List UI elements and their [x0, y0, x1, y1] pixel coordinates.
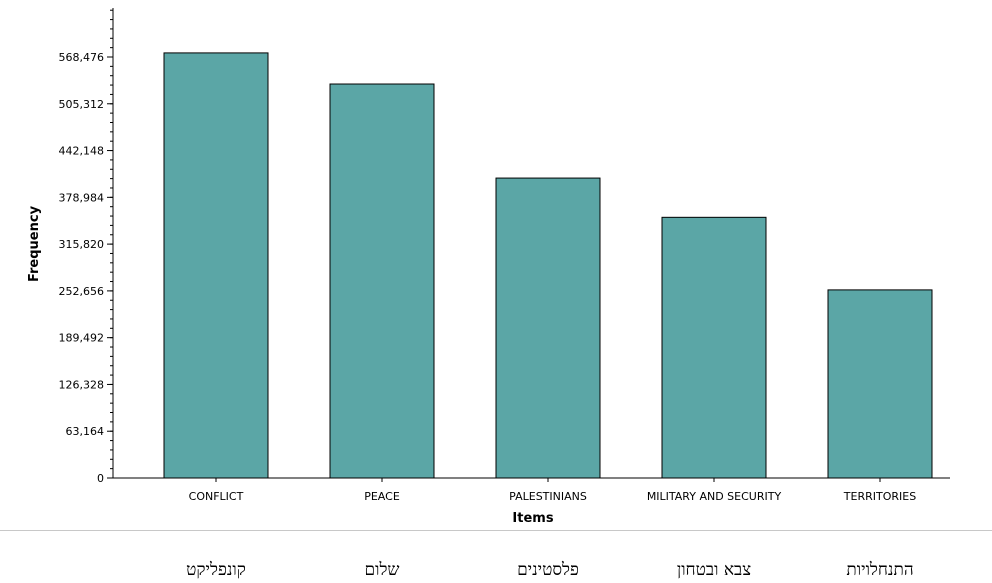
hebrew-label: התנחלויות [846, 560, 914, 580]
hebrew-label: צבא ובטחון [676, 560, 752, 580]
y-tick-label: 442,148 [59, 145, 105, 158]
y-tick-label: 378,984 [59, 191, 105, 204]
x-category-label: PALESTINIANS [509, 490, 587, 503]
bar-chart: 0 63,164 126,328 189,492 252,656 315,820 378,9… [27, 8, 950, 526]
bar-military-and-security [661, 216, 767, 479]
bar-peace [329, 83, 435, 479]
hebrew-label: פלסטינים [517, 560, 579, 580]
x-axis-title: Items [512, 511, 553, 526]
y-tick-label: 126,328 [59, 378, 105, 391]
x-category-label: MILITARY AND SECURITY [647, 490, 782, 503]
y-tick-label: 505,312 [59, 98, 105, 111]
divider-line [0, 530, 992, 531]
bar-palestinians [495, 177, 601, 479]
bar-conflict [163, 52, 269, 479]
y-tick-label: 315,820 [59, 238, 105, 251]
y-tick-label: 0 [97, 472, 104, 485]
y-tick-label: 189,492 [59, 332, 105, 345]
x-category-label: PEACE [364, 490, 400, 503]
y-axis-title: Frequency [27, 205, 42, 282]
x-axis-category-labels: CONFLICT PEACE PALESTINIANS MILITARY AND SE… [189, 478, 916, 503]
bars-group [163, 52, 933, 479]
hebrew-label: שלום [364, 560, 400, 580]
hebrew-labels-row: קונפליקט שלום פלסטינים צבא ובטחון התנחלויות [0, 560, 992, 582]
y-tick-label: 252,656 [59, 285, 105, 298]
y-tick-label: 63,164 [66, 425, 105, 438]
x-category-label: CONFLICT [189, 490, 244, 503]
x-category-label: TERRITORIES [843, 490, 916, 503]
y-tick-label: 568,476 [59, 51, 105, 64]
hebrew-label: קונפליקט [186, 560, 246, 580]
y-axis-ticks: 0 63,164 126,328 189,492 252,656 315,820 378,9… [59, 9, 113, 485]
bar-territories [827, 289, 933, 479]
